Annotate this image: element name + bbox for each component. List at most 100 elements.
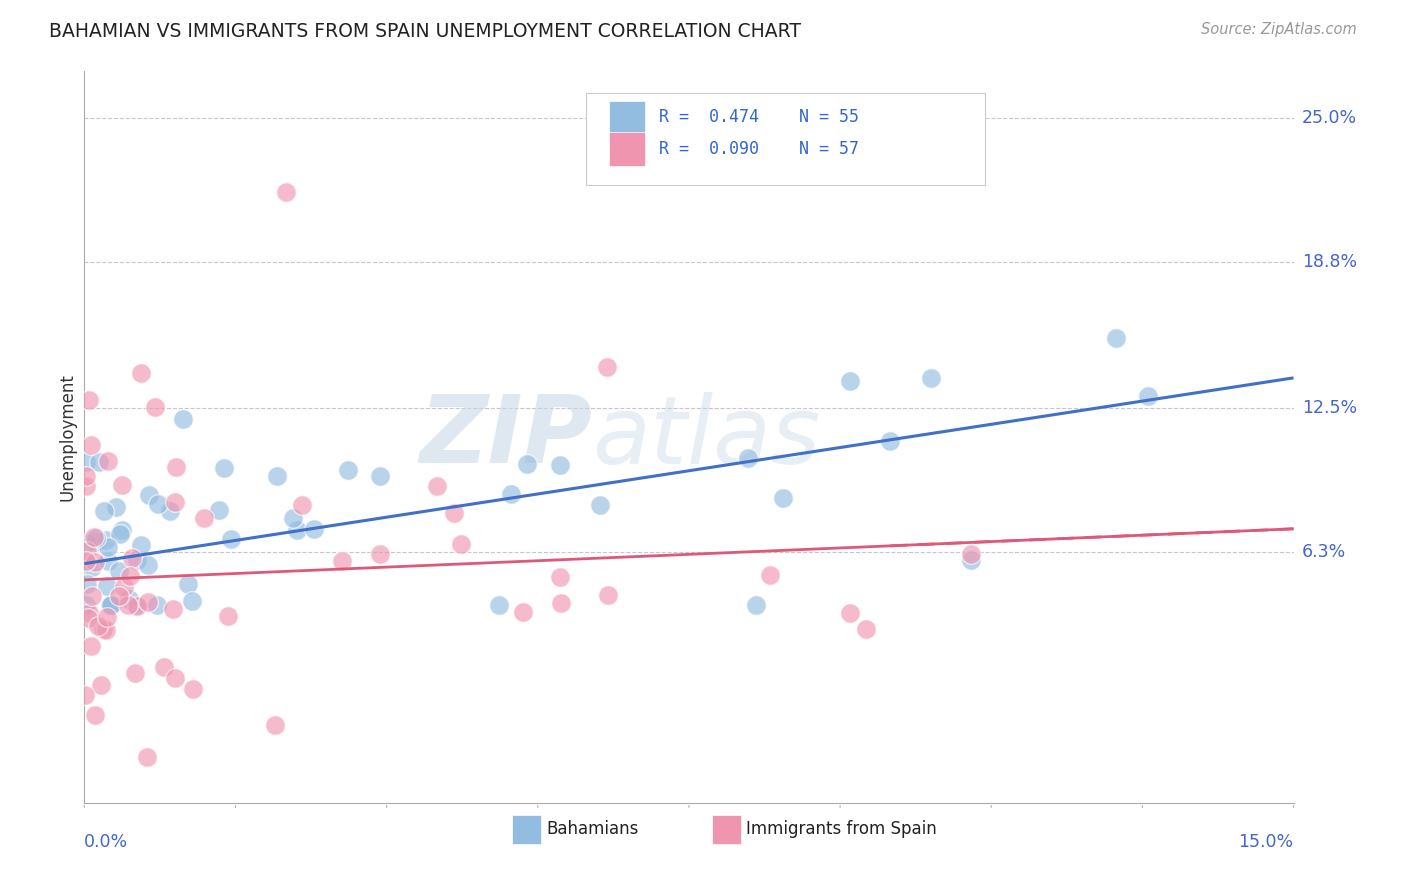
Text: Bahamians: Bahamians (547, 820, 638, 838)
Point (111, 523, 134, 537)
FancyBboxPatch shape (609, 101, 645, 135)
Point (76, 536, 98, 550)
Point (960, 547, 983, 561)
Point (596, 359, 619, 374)
Point (76, 611, 98, 625)
Point (100, 599, 122, 613)
Point (76, 577, 98, 591)
Point (79, 606, 101, 620)
Text: 18.8%: 18.8% (1302, 252, 1357, 271)
Point (839, 606, 862, 620)
Point (274, 185, 297, 199)
Point (100, 599, 122, 613)
Point (97, 540, 120, 554)
Point (96, 579, 118, 593)
Text: 25.0%: 25.0% (1302, 109, 1357, 127)
Text: R =  0.474    N = 55: R = 0.474 N = 55 (659, 109, 859, 127)
Point (855, 622, 877, 636)
Point (83, 530, 105, 544)
Point (172, 411, 194, 425)
Point (93, 504, 115, 518)
FancyBboxPatch shape (586, 94, 986, 185)
Point (91, 622, 114, 636)
Point (76, 544, 98, 558)
Text: 15.0%: 15.0% (1239, 833, 1294, 851)
Point (75, 468, 97, 483)
Point (548, 458, 571, 472)
Point (80, 589, 103, 603)
Point (165, 671, 187, 685)
Point (94, 533, 117, 548)
Point (304, 522, 326, 536)
Point (550, 570, 572, 584)
FancyBboxPatch shape (512, 814, 541, 844)
Text: Immigrants from Spain: Immigrants from Spain (745, 820, 936, 838)
Point (124, 665, 146, 680)
Point (117, 599, 139, 613)
Point (136, 558, 159, 573)
Text: Source: ZipAtlas.com: Source: ZipAtlas.com (1201, 22, 1357, 37)
Point (125, 599, 148, 613)
Point (165, 494, 187, 508)
Point (138, 488, 160, 502)
Point (83, 708, 105, 723)
Point (75, 554, 97, 568)
Text: 6.3%: 6.3% (1302, 543, 1346, 561)
Point (180, 594, 202, 608)
Text: BAHAMIAN VS IMMIGRANTS FROM SPAIN UNEMPLOYMENT CORRELATION CHART: BAHAMIAN VS IMMIGRANTS FROM SPAIN UNEMPL… (49, 22, 801, 41)
Point (77, 393, 100, 408)
Point (135, 750, 157, 764)
Point (84, 531, 107, 545)
Text: R =  0.090    N = 57: R = 0.090 N = 57 (659, 140, 859, 158)
Point (148, 498, 170, 512)
Text: atlas: atlas (592, 392, 821, 483)
Point (118, 591, 141, 606)
Point (87, 455, 110, 469)
Point (550, 597, 572, 611)
Point (75, 478, 97, 492)
Point (207, 502, 229, 516)
Point (368, 469, 391, 483)
Point (450, 537, 472, 551)
Point (501, 487, 523, 501)
Point (330, 554, 353, 568)
Point (152, 660, 174, 674)
Point (80, 639, 103, 653)
Point (165, 460, 187, 475)
Y-axis label: Unemployment: Unemployment (58, 373, 76, 501)
Text: 0.0%: 0.0% (84, 833, 128, 851)
Point (129, 366, 152, 380)
Point (879, 434, 901, 448)
Point (177, 577, 200, 591)
Point (219, 532, 242, 546)
FancyBboxPatch shape (711, 814, 741, 844)
Point (772, 491, 794, 506)
Point (443, 507, 465, 521)
Point (129, 538, 152, 552)
Point (125, 553, 148, 567)
Point (127, 599, 149, 613)
Point (111, 477, 134, 491)
Point (426, 479, 449, 493)
Point (108, 589, 131, 603)
Point (193, 511, 215, 525)
Point (98, 599, 121, 613)
Point (598, 589, 620, 603)
Point (758, 567, 780, 582)
Point (181, 681, 204, 696)
Point (86, 618, 108, 632)
Text: ZIP: ZIP (419, 391, 592, 483)
Point (136, 594, 159, 608)
Point (737, 450, 759, 465)
Point (75, 689, 97, 703)
Point (281, 511, 304, 525)
Point (266, 469, 288, 483)
Point (217, 608, 239, 623)
Point (264, 718, 287, 732)
Point (96, 624, 118, 638)
FancyBboxPatch shape (609, 132, 645, 166)
Point (839, 374, 862, 388)
Point (512, 605, 534, 619)
Point (75, 599, 97, 613)
Point (291, 498, 314, 512)
